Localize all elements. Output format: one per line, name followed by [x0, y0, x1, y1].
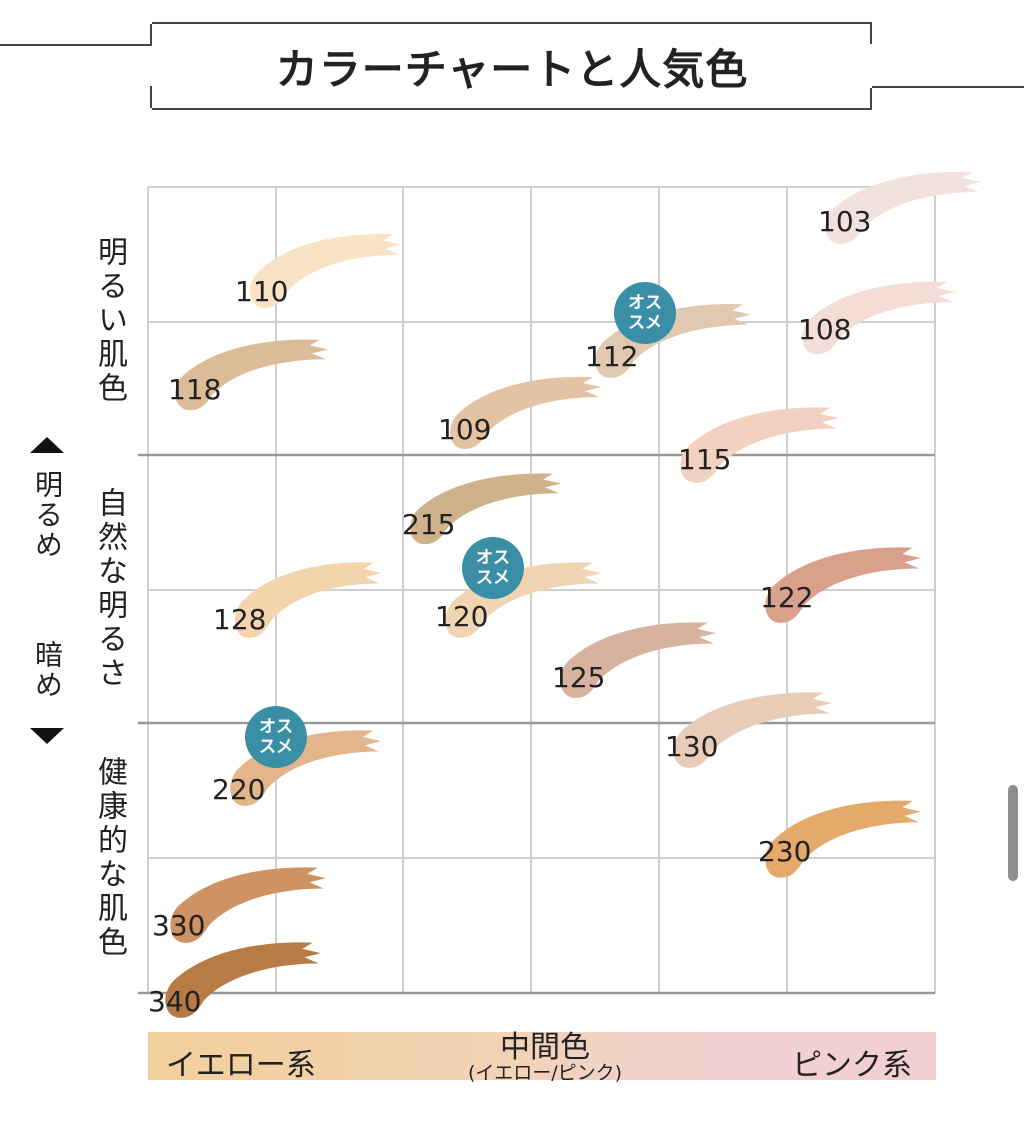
shade-label-110: 110 — [235, 275, 289, 308]
row-label-text: 健康的な肌色 — [92, 756, 127, 960]
swatch-stroke — [170, 867, 326, 943]
shade-swatch-125 — [560, 622, 716, 698]
shade-swatch-330 — [170, 867, 326, 943]
row-label-natural: 自然な明るさ — [80, 455, 138, 723]
title-frame — [150, 22, 872, 110]
swatch-stroke — [450, 376, 601, 449]
x-axis-right: ピンク系 — [792, 1048, 912, 1083]
shade-label-118: 118 — [168, 373, 222, 406]
shade-swatch-230 — [765, 800, 921, 878]
shade-swatch-122 — [765, 547, 921, 623]
row-label-bright: 明るい肌色 — [80, 187, 138, 455]
row-label-text: 自然な明るさ — [92, 487, 127, 691]
shade-swatch-108 — [802, 281, 955, 354]
swatch-stroke — [680, 407, 839, 483]
shade-swatch-340 — [165, 942, 321, 1018]
swatch-stroke — [673, 692, 832, 768]
side-axis-bottom: 暗め — [31, 640, 64, 700]
shade-swatch-110 — [250, 234, 401, 308]
shade-swatch-115 — [680, 407, 839, 483]
row-label-healthy: 健康的な肌色 — [80, 723, 138, 993]
row-label-text: 明るい肌色 — [92, 236, 127, 406]
swatch-stroke — [250, 234, 401, 308]
arrow-up-icon — [30, 437, 64, 453]
shade-label-130: 130 — [665, 730, 719, 763]
title-rule-left — [0, 44, 152, 46]
x-axis-left: イエロー系 — [166, 1048, 316, 1083]
swatch-stroke — [175, 339, 328, 411]
side-axis-top: 明るめ — [31, 470, 64, 560]
shade-label-108: 108 — [798, 313, 852, 346]
shade-swatch-103 — [825, 171, 981, 244]
x-axis-middle: 中間色 — [500, 1030, 590, 1065]
shade-label-125: 125 — [552, 661, 606, 694]
shade-label-112: 112 — [585, 340, 639, 373]
recommended-badge: オス スメ — [462, 537, 524, 599]
swatch-stroke — [765, 547, 921, 623]
recommended-badge: オス スメ — [245, 706, 307, 768]
shade-label-109: 109 — [438, 413, 492, 446]
shade-swatch-215 — [410, 473, 561, 545]
shade-label-220: 220 — [212, 773, 266, 806]
shade-swatch-128 — [234, 562, 382, 638]
x-axis-middle-sub: (イエロー/ピンク) — [467, 1062, 623, 1084]
swatch-stroke — [560, 622, 716, 698]
shade-label-330: 330 — [152, 909, 206, 942]
title-rule-right — [872, 86, 1024, 88]
recommended-badge: オス スメ — [614, 282, 676, 344]
shade-label-230: 230 — [758, 835, 812, 868]
x-axis-bar — [148, 1032, 936, 1080]
shade-label-122: 122 — [760, 581, 814, 614]
page-title: カラーチャートと人気色 — [275, 44, 749, 94]
swatch-stroke — [234, 562, 382, 638]
swatch-stroke — [802, 281, 955, 354]
shade-label-340: 340 — [148, 985, 202, 1018]
swatch-stroke — [825, 171, 981, 244]
swatch-stroke — [765, 800, 921, 878]
scrollbar[interactable] — [1008, 785, 1018, 881]
shade-label-120: 120 — [435, 600, 489, 633]
title-frame-corner — [870, 88, 872, 110]
title-frame-corner — [870, 22, 872, 44]
shade-label-128: 128 — [213, 603, 267, 636]
shade-label-115: 115 — [678, 443, 732, 476]
swatch-stroke — [410, 473, 561, 545]
shade-label-103: 103 — [818, 205, 872, 238]
arrow-down-icon — [30, 728, 64, 744]
shade-swatch-109 — [450, 376, 601, 449]
shade-label-215: 215 — [402, 508, 456, 541]
swatch-stroke — [165, 942, 321, 1018]
shade-swatch-118 — [175, 339, 328, 411]
shade-swatch-130 — [673, 692, 832, 768]
